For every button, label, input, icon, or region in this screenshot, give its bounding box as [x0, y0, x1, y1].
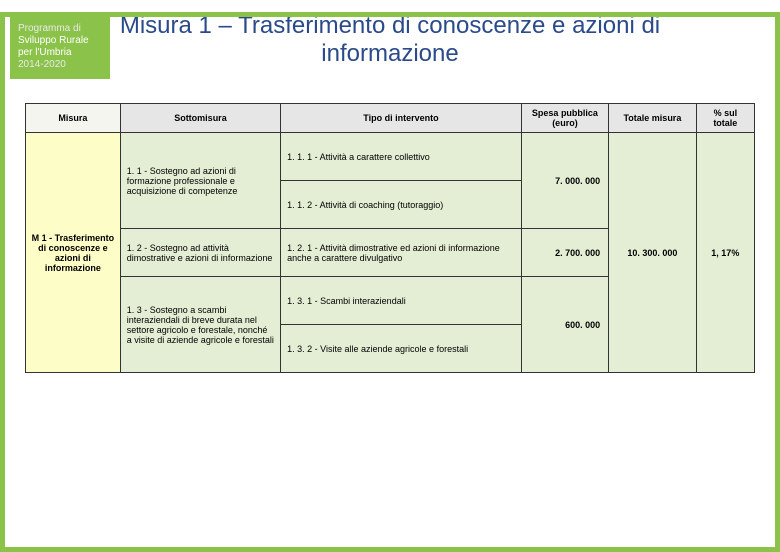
- tipo-1-1-1: 1. 1. 1 - Attività a carattere collettiv…: [281, 133, 522, 181]
- table-header-row: Misura Sottomisura Tipo di intervento Sp…: [26, 104, 755, 133]
- th-spesa: Spesa pubblica (euro): [521, 104, 608, 133]
- tipo-1-3-2: 1. 3. 2 - Visite alle aziende agricole e…: [281, 325, 522, 373]
- spesa-2: 2. 700. 000: [521, 229, 608, 277]
- misura-cell: M 1 - Trasferimento di conoscenze e azio…: [26, 133, 121, 373]
- spesa-1: 7. 000. 000: [521, 133, 608, 229]
- badge-line3: per l'Umbria: [18, 47, 102, 59]
- th-tipo: Tipo di intervento: [281, 104, 522, 133]
- frame-top: [0, 12, 780, 17]
- sotto-1-2: 1. 2 - Sostegno ad attività dimostrative…: [120, 229, 280, 277]
- table-row: M 1 - Trasferimento di conoscenze e azio…: [26, 133, 755, 181]
- th-totale: Totale misura: [609, 104, 696, 133]
- badge-line1: Programma di: [18, 23, 102, 35]
- sotto-1-1: 1. 1 - Sostegno ad azioni di formazione …: [120, 133, 280, 229]
- measure-table: Misura Sottomisura Tipo di intervento Sp…: [25, 103, 755, 373]
- tipo-1-1-2: 1. 1. 2 - Attività di coaching (tutoragg…: [281, 181, 522, 229]
- th-misura: Misura: [26, 104, 121, 133]
- pct-cell: 1, 17%: [696, 133, 754, 373]
- table-container: Misura Sottomisura Tipo di intervento Sp…: [0, 68, 780, 383]
- th-sottomisura: Sottomisura: [120, 104, 280, 133]
- sotto-1-3: 1. 3 - Sostegno a scambi interaziendali …: [120, 277, 280, 373]
- totale-cell: 10. 300. 000: [609, 133, 696, 373]
- badge-line2: Sviluppo Rurale: [18, 35, 102, 47]
- tipo-1-2-1: 1. 2. 1 - Attività dimostrative ed azion…: [281, 229, 522, 277]
- spesa-3: 600. 000: [521, 277, 608, 373]
- tipo-1-3-1: 1. 3. 1 - Scambi interaziendali: [281, 277, 522, 325]
- program-badge: Programma di Sviluppo Rurale per l'Umbri…: [10, 17, 110, 79]
- th-pct: % sul totale: [696, 104, 754, 133]
- badge-line4: 2014-2020: [18, 59, 102, 71]
- page-title: Misura 1 – Trasferimento di conoscenze e…: [0, 12, 780, 68]
